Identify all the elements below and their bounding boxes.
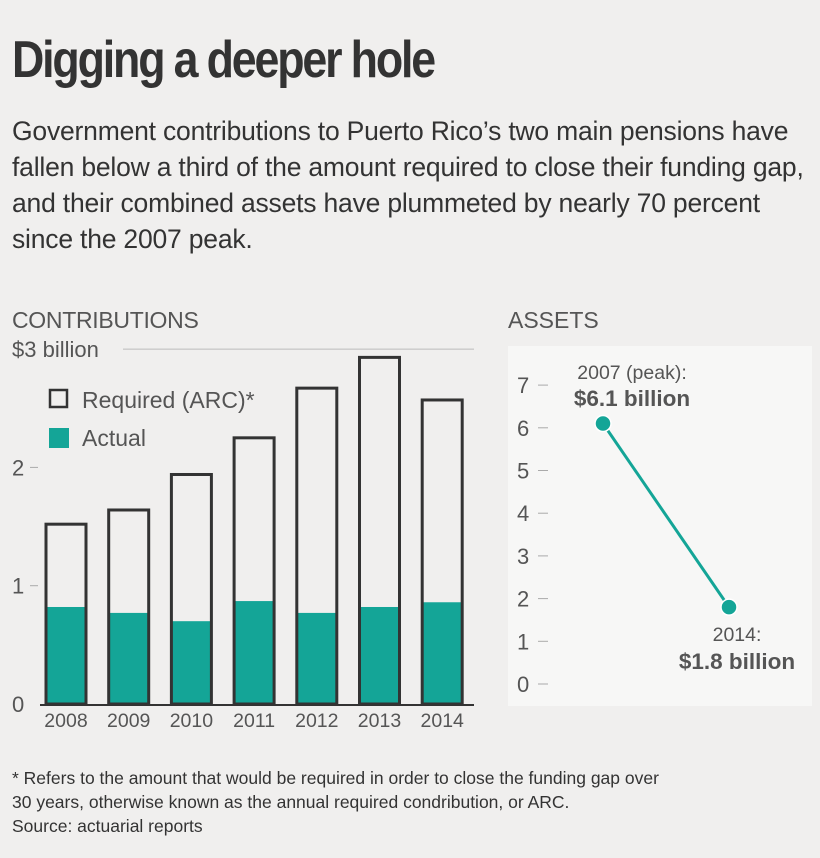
- assets-point-label: 2007 (peak):: [577, 362, 687, 384]
- assets-y-tick-label: 3: [517, 544, 529, 569]
- assets-y-tick-label: 4: [517, 501, 529, 526]
- x-tick-label: 2010: [170, 710, 214, 732]
- x-tick-label: 2009: [107, 710, 150, 732]
- bar-actual: [46, 606, 86, 704]
- bar-actual: [108, 612, 149, 704]
- bar-actual: [234, 601, 275, 704]
- x-tick-label: 2008: [44, 710, 87, 732]
- assets-y-tick-label: 6: [517, 416, 529, 441]
- x-tick-label: 2014: [421, 710, 465, 732]
- assets-point-label: 2014:: [713, 624, 762, 646]
- assets-point: [720, 598, 738, 616]
- y-tick-label: $3 billion: [12, 337, 99, 362]
- y-tick-label: 1: [12, 574, 24, 599]
- contributions-title: CONTRIBUTIONS: [12, 307, 199, 333]
- y-tick-label: 2: [12, 455, 24, 480]
- x-tick-label: 2012: [295, 710, 338, 732]
- y-tick-label: 0: [12, 692, 24, 717]
- assets-line: [601, 422, 731, 608]
- assets-panel: [508, 346, 812, 706]
- assets-y-tick-label: 2: [517, 587, 529, 612]
- assets-point-value: $6.1 billion: [574, 386, 690, 411]
- footnote-line-2: 30 years, otherwise known as the annual …: [12, 792, 570, 812]
- chart-title: Digging a deeper hole: [12, 31, 436, 89]
- footnote-source: Source: actuarial reports: [12, 816, 203, 836]
- footnote: * Refers to the amount that would be req…: [12, 766, 812, 838]
- assets-y-tick-label: 5: [517, 459, 529, 484]
- x-tick-label: 2011: [233, 710, 275, 732]
- bar-actual: [171, 621, 212, 704]
- chart-subtitle: Government contributions to Puerto Rico’…: [12, 116, 804, 254]
- footnote-line-1: * Refers to the amount that would be req…: [12, 768, 659, 788]
- legend-swatch-actual: [49, 428, 69, 448]
- assets-y-tick-label: 7: [517, 373, 529, 398]
- bar-actual: [296, 612, 337, 704]
- assets-point: [594, 414, 612, 433]
- legend-swatch-required: [48, 388, 69, 409]
- legend-label-required: Required (ARC)*: [82, 387, 255, 413]
- x-tick-label: 2013: [358, 710, 401, 732]
- bar-actual: [359, 606, 400, 704]
- bar-actual: [422, 602, 463, 704]
- legend-label-actual: Actual: [82, 425, 146, 451]
- assets-point-value: $1.8 billion: [679, 649, 795, 674]
- assets-y-tick-label: 1: [517, 629, 529, 654]
- assets-title: ASSETS: [508, 307, 599, 333]
- assets-y-tick-label: 0: [517, 672, 529, 697]
